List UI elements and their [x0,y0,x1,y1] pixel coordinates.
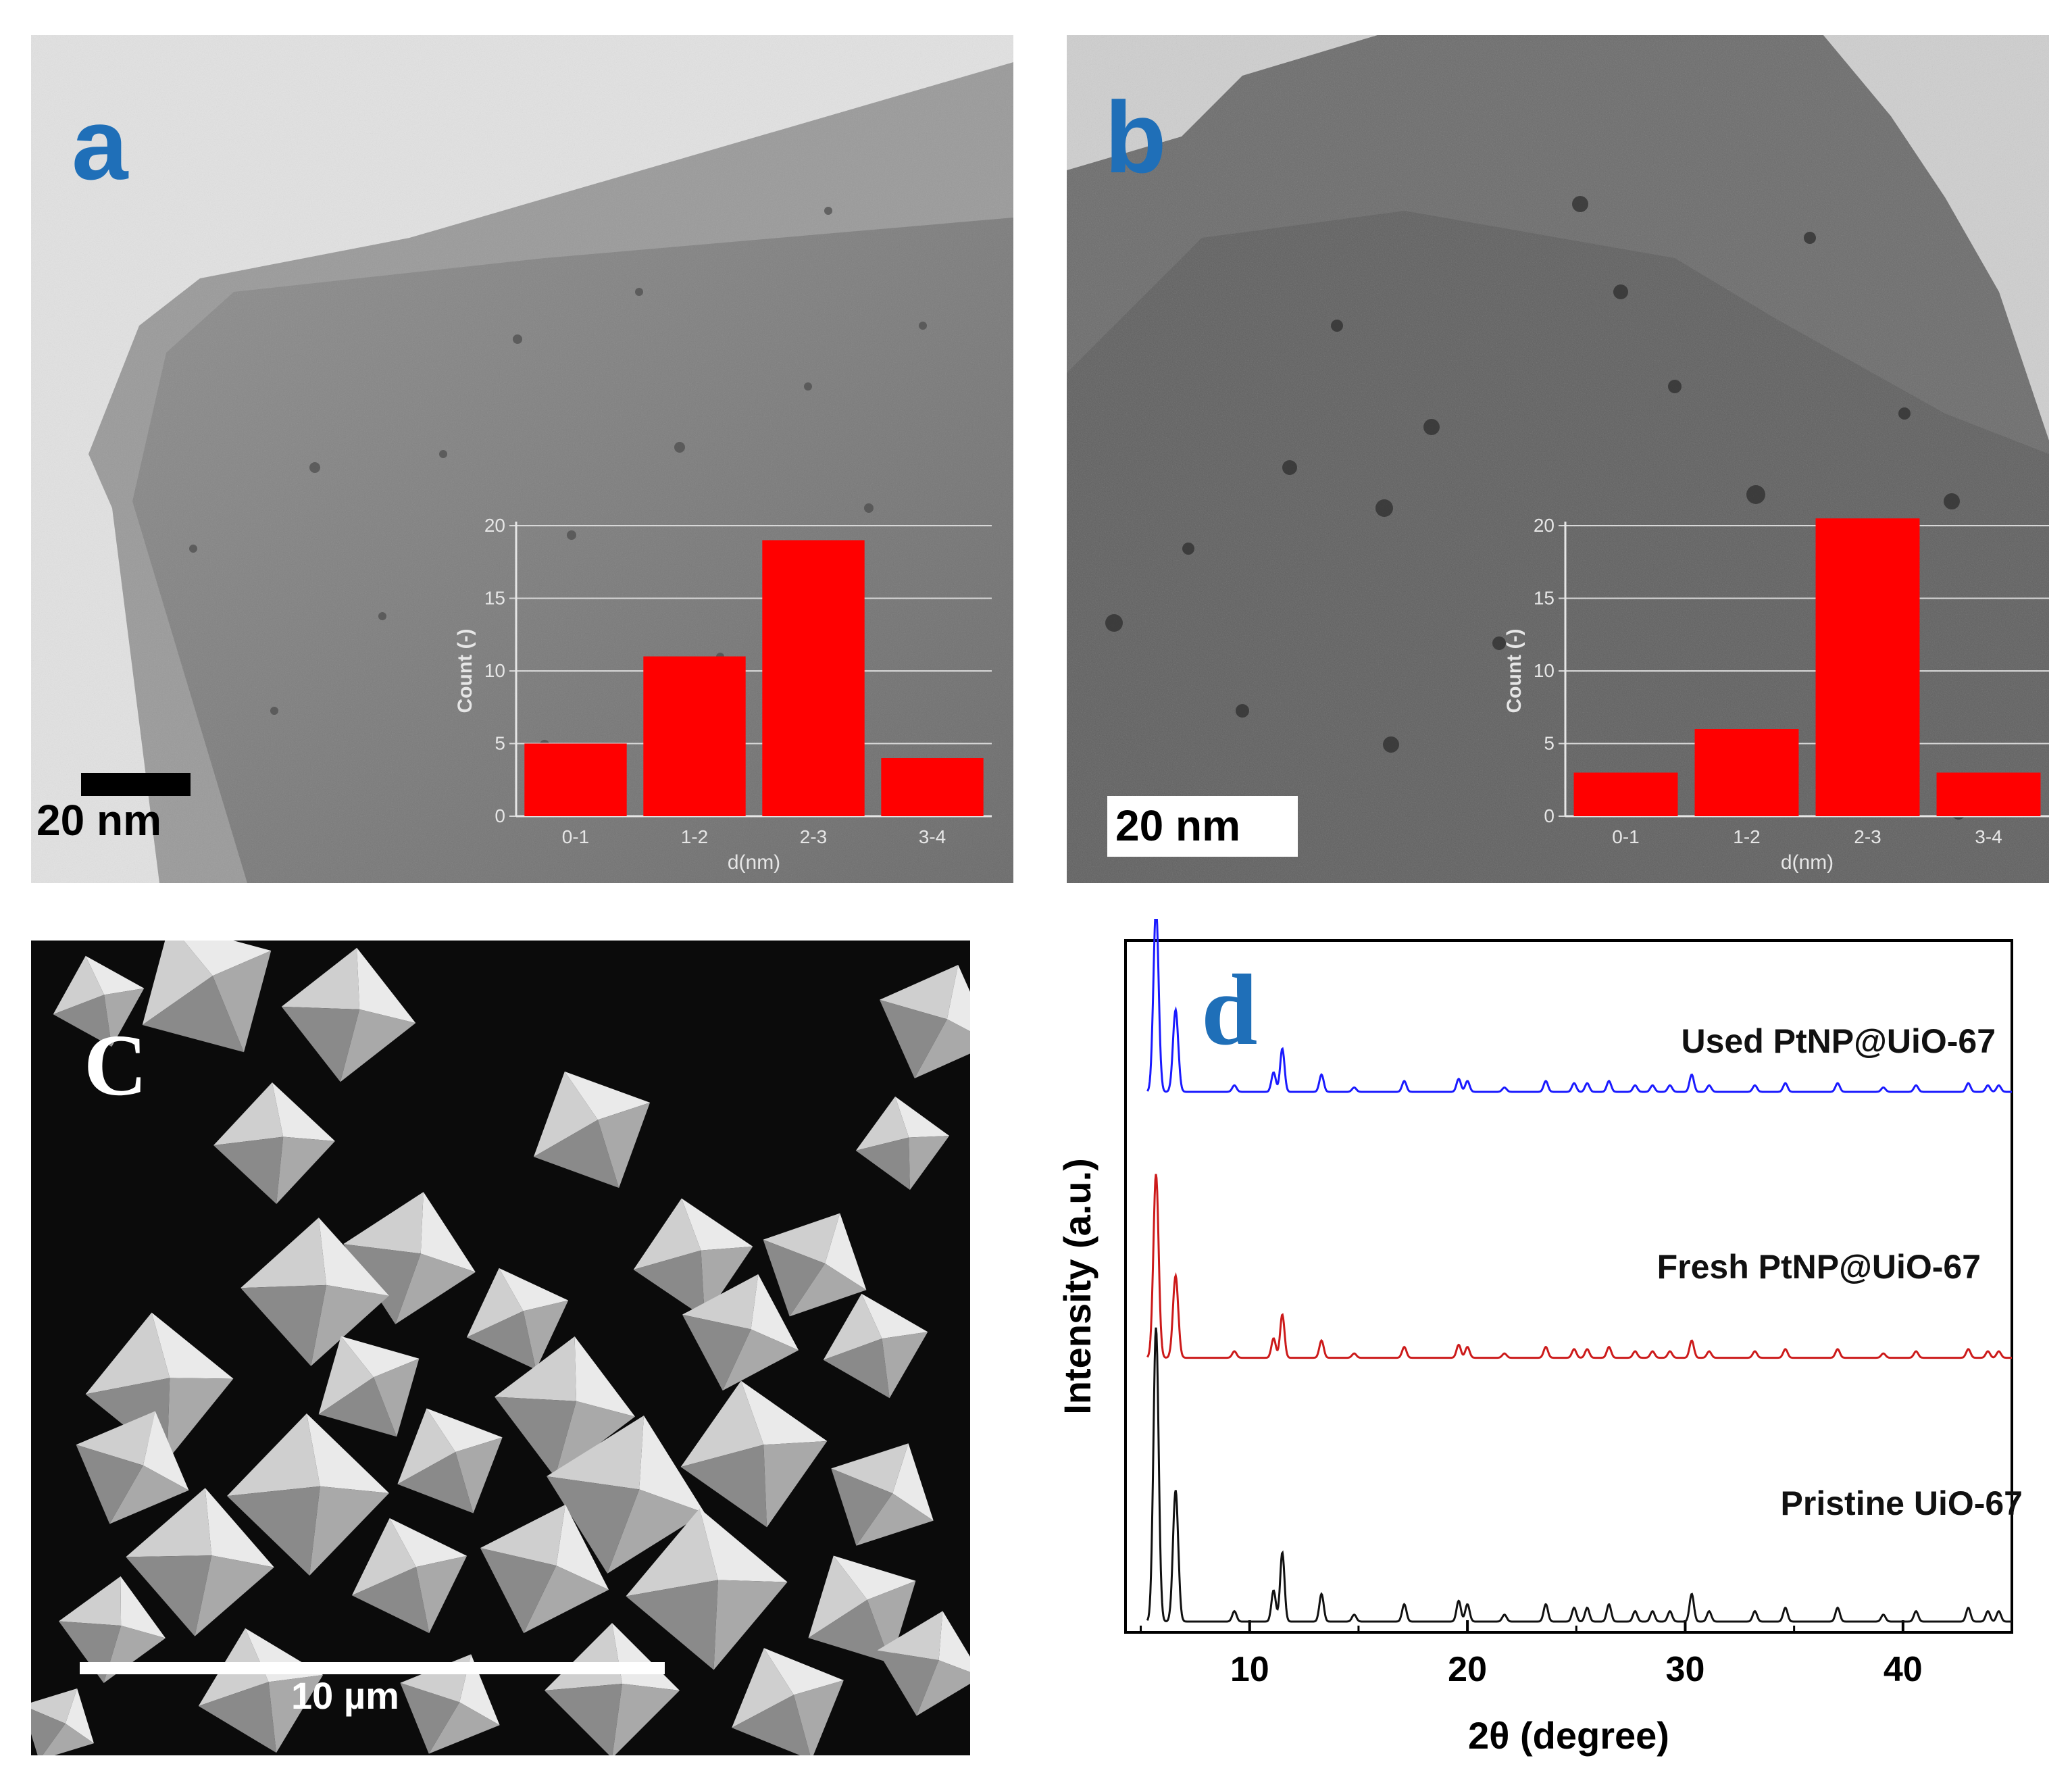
inset-y-tick-label: 15 [1534,588,1555,609]
tem-image-a: 0 5 10 15 20 0-1 1-2 2-3 3-4 d(nm) Count (-) [31,35,1013,883]
inset-y-axis-label: Count (-) [454,629,476,713]
series-line [1146,1174,2012,1359]
scale-bar-label-a: 20 nm [36,796,161,845]
crystal [626,1508,788,1670]
inset-x-axis-label: d(nm) [1781,851,1834,874]
crystal [680,1380,828,1528]
panel-letter-c: C [84,1017,147,1114]
crystal [877,1611,970,1716]
inset-x-tick-label: 2-3 [800,826,827,847]
series-line [1146,1327,2012,1623]
inset-bar [881,758,984,816]
crystal [480,1504,609,1634]
crystal [808,1555,916,1663]
plot-frame [1124,939,2013,1634]
inset-y-tick-label: 0 [1544,805,1555,826]
crystal [879,964,970,1079]
crystal [343,1192,476,1324]
inset-bar [1815,518,1920,816]
xrd-chart: 10 20 30 40 2θ (degree) Intensity (a.u.) Used … [1056,919,2023,1757]
panel-letter-b: b [1105,80,1167,194]
crystal [318,1336,420,1437]
crystal [213,1082,335,1204]
inset-bar [1936,772,2041,816]
x-tick-label: 10 [1230,1650,1269,1689]
inset-y-tick-label: 10 [484,660,505,681]
crystal [823,1293,928,1399]
tem-image-b: 0 5 10 15 20 0-1 1-2 2-3 3-4 d(nm) Count (-) [1067,35,2049,883]
panel-a-tem: 0 5 10 15 20 0-1 1-2 2-3 3-4 d(nm) Count (-) a 20 … [31,35,1013,883]
panel-letter-a: a [72,87,128,201]
scale-bar-label-c: 10 µm [291,1674,399,1717]
inset-y-tick-label: 0 [495,805,505,826]
series-label: Pristine UiO-67 [1781,1484,2023,1522]
scale-bar-line-c [80,1662,665,1674]
inset-x-tick-label: 1-2 [1733,826,1760,847]
crystal [53,955,145,1047]
inset-y-tick-label: 10 [1534,660,1555,681]
panel-letter-d: d [1201,954,1258,1066]
inset-bar [524,743,627,816]
x-axis-label: 2θ (degree) [1468,1714,1669,1757]
crystal [547,1415,705,1574]
inset-bar [643,656,746,816]
inset-y-tick-label: 20 [1534,515,1555,536]
crystal [126,1488,274,1636]
inset-y-tick-label: 20 [484,515,505,536]
series-line [1146,919,2012,1093]
inset-y-axis-label: Count (-) [1503,629,1525,713]
series-label: Used PtNP@UiO-67 [1681,1022,1996,1060]
inset-y-tick-label: 5 [1544,733,1555,754]
crystal [682,1274,799,1391]
inset-bar [1694,729,1799,816]
x-tick-label: 30 [1666,1650,1705,1689]
scale-bar-box-b [1107,796,1298,857]
inset-bar [762,540,865,816]
crystal [855,1096,950,1191]
crystal [142,941,272,1053]
inset-x-tick-label: 0-1 [1612,826,1639,847]
crystal [397,1408,503,1513]
inset-x-tick-label: 0-1 [562,826,589,847]
series-label: Fresh PtNP@UiO-67 [1657,1248,1981,1286]
crystal [466,1268,569,1370]
inset-x-tick-label: 3-4 [1975,826,2002,847]
inset-bar [1573,772,1678,816]
inset-y-tick-label: 15 [484,588,505,609]
x-tick-label: 40 [1884,1650,1923,1689]
panel-b-tem: 0 5 10 15 20 0-1 1-2 2-3 3-4 d(nm) Count (-) b 20 … [1067,35,2049,883]
inset-x-tick-label: 1-2 [681,826,708,847]
crystal [533,1071,651,1188]
scale-bar-line-a [81,773,191,796]
inset-y-tick-label: 5 [495,733,505,754]
inset-x-tick-label: 2-3 [1854,826,1881,847]
crystal [31,1688,94,1755]
inset-x-axis-label: d(nm) [728,851,780,874]
crystal [351,1518,468,1634]
panel-d-xrd: 10 20 30 40 2θ (degree) Intensity (a.u.) Used … [1013,919,2072,1779]
inset-x-tick-label: 3-4 [919,826,946,847]
crystal [831,1443,934,1546]
crystal [732,1648,844,1755]
y-axis-label: Intensity (a.u.) [1056,1158,1098,1415]
sem-image-c [31,941,970,1755]
scale-bar-label-b: 20 nm [1115,801,1240,850]
crystal [76,1411,189,1524]
x-tick-label: 20 [1448,1650,1487,1689]
panel-c-sem: C 10 µm [31,941,970,1755]
crystal [763,1213,867,1317]
